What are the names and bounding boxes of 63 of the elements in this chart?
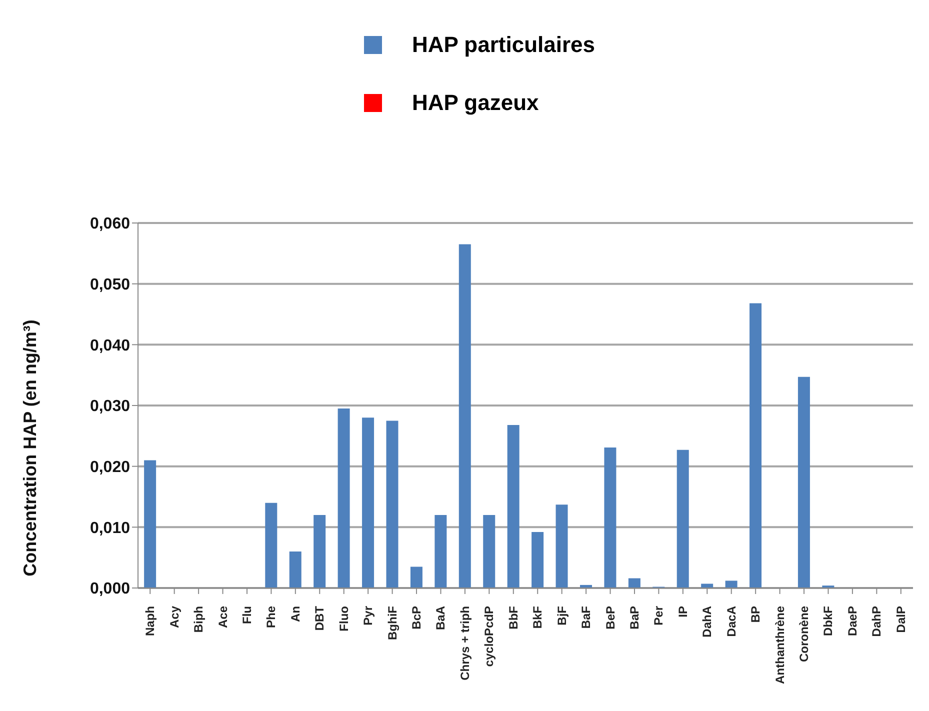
bar	[289, 552, 302, 588]
bar	[532, 532, 544, 588]
x-tick-label: Per	[652, 606, 666, 626]
y-tick-label: 0,050	[90, 276, 130, 294]
x-tick-label: Fluo	[336, 606, 351, 632]
bar	[701, 584, 714, 588]
bar	[338, 408, 350, 588]
x-tick-label: DacA	[724, 606, 738, 637]
x-tick-label: BkF	[530, 606, 545, 629]
bar	[676, 450, 689, 588]
x-tick-label: cycloPcdP	[482, 606, 496, 667]
x-tick-label: Coronène	[797, 606, 812, 662]
bar	[144, 460, 156, 588]
bar	[458, 244, 471, 588]
x-tick-label: Acy	[167, 606, 182, 628]
x-tick-label: DahA	[700, 606, 714, 638]
x-tick-label: Ace	[216, 606, 230, 628]
x-tick-label: DalP	[894, 606, 908, 633]
x-tick-label: DbkF	[821, 606, 836, 636]
bar	[265, 502, 278, 588]
x-tick-label: Anthanthrène	[772, 606, 787, 684]
y-axis-title: Concentration HAP (en ng/m³)	[20, 320, 40, 576]
x-tick-label: Phe	[264, 606, 278, 628]
bar	[556, 504, 568, 588]
bar	[362, 418, 374, 588]
y-tick-label: 0,030	[90, 398, 130, 416]
x-tick-label: DBT	[312, 605, 327, 631]
y-tick-label: 0,040	[90, 337, 130, 354]
x-tick-label: BaF	[579, 606, 594, 629]
x-tick-label: An	[288, 606, 302, 622]
bar	[725, 580, 738, 588]
x-tick-label: Naph	[143, 606, 158, 636]
x-tick-label: DaeP	[845, 606, 860, 636]
y-tick-label: 0,060	[90, 216, 130, 233]
x-tick-label: BeP	[603, 606, 618, 630]
bar	[386, 420, 398, 588]
x-tick-label: BcP	[410, 606, 424, 630]
y-tick-label: 0,010	[90, 520, 130, 537]
x-tick-label: Biph	[192, 606, 206, 633]
bar	[314, 515, 326, 588]
x-tick-label: Flu	[240, 606, 254, 624]
bar	[507, 424, 520, 588]
x-tick-label: BaA	[434, 606, 448, 630]
bar	[604, 447, 616, 588]
x-tick-label: IP	[676, 606, 690, 618]
x-tick-label: BaP	[627, 606, 642, 630]
x-tick-label: BjF	[554, 606, 569, 626]
x-tick-label: DahP	[870, 606, 884, 637]
bar	[628, 578, 640, 588]
bar	[434, 515, 447, 588]
y-tick-label: 0,020	[90, 459, 130, 476]
x-tick-label: Chrys + triph	[458, 606, 472, 680]
bar	[410, 566, 422, 588]
y-tick-label: 0,000	[90, 580, 130, 598]
x-tick-label: BbF	[506, 606, 520, 630]
x-tick-label: Pyr	[361, 606, 376, 626]
bar	[750, 303, 762, 588]
x-tick-label: BghiF	[385, 606, 400, 640]
bar	[798, 376, 810, 588]
bar	[483, 515, 496, 588]
x-tick-label: BP	[748, 606, 763, 623]
legend-label: HAP particulaires	[412, 32, 596, 58]
legend-label: HAP gazeux	[412, 90, 540, 116]
